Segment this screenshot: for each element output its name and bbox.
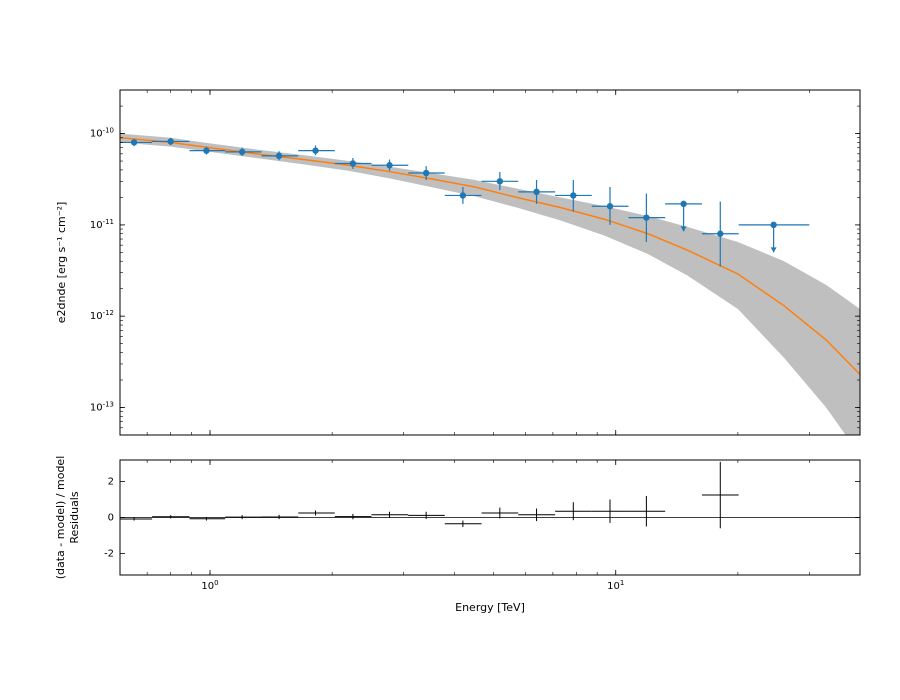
svg-text:10-11: 10-11 [90, 218, 114, 231]
residuals-ylabel-1: Residuals [68, 491, 81, 543]
residuals-panel [120, 462, 860, 528]
main-panel [120, 134, 860, 456]
data-point [239, 149, 245, 155]
data-point [167, 138, 173, 144]
data-point [497, 178, 503, 184]
residuals-ylabel-2: (data - model) / model [54, 456, 67, 580]
upper-limit-arrow [771, 247, 777, 252]
svg-text:10-13: 10-13 [90, 401, 114, 414]
data-point [131, 139, 137, 145]
data-point [423, 170, 429, 176]
data-point [570, 192, 576, 198]
data-point [643, 214, 649, 220]
svg-text:101: 101 [607, 579, 624, 592]
figure: 10-13 10-12 10-11 10-10 e2dnde [erg s⁻¹ cm⁻²… [0, 0, 900, 700]
svg-text:10-12: 10-12 [90, 309, 114, 322]
data-point [203, 147, 209, 153]
svg-text:100: 100 [201, 579, 218, 592]
main-ylabel: e2dnde [erg s⁻¹ cm⁻²] [55, 202, 68, 324]
data-point [607, 203, 613, 209]
data-point [350, 160, 356, 166]
data-point [276, 153, 282, 159]
svg-text:10-10: 10-10 [90, 127, 114, 140]
data-point [717, 231, 723, 237]
figure-svg: 10-13 10-12 10-11 10-10 e2dnde [erg s⁻¹ cm⁻²… [0, 0, 900, 700]
svg-text:0: 0 [108, 513, 114, 524]
xlabel: Energy [TeV] [455, 601, 525, 614]
data-point [312, 147, 318, 153]
svg-text:2: 2 [108, 477, 114, 488]
data-point [460, 192, 466, 198]
data-point [533, 189, 539, 195]
data-point [386, 162, 392, 168]
svg-text:-2: -2 [104, 548, 114, 559]
